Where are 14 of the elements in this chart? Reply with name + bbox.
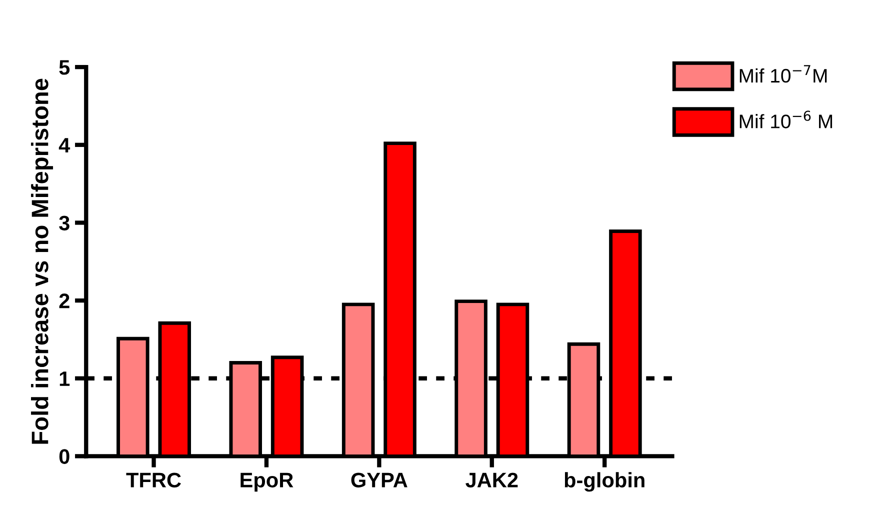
x-tick-label: b-globin xyxy=(564,472,644,492)
x-tick-label: GYPA xyxy=(351,472,408,488)
legend-label: Mif 10$^{−6}$ M xyxy=(740,110,832,128)
y-tick-label: 1 xyxy=(60,372,70,386)
y-axis-title: Fold increase vs no Mifepristone xyxy=(31,78,54,444)
y-tick-label: 2 xyxy=(59,294,70,308)
y-tick-label: 0 xyxy=(59,449,70,464)
y-tick-label: 3 xyxy=(59,216,70,230)
x-tick-label: EpoR xyxy=(240,472,294,492)
legend-label: Mif 10$^{−7}$M xyxy=(740,65,827,83)
y-tick-label: 4 xyxy=(58,138,70,152)
y-tick-label: 5 xyxy=(59,60,70,75)
x-tick-label: JAK2 xyxy=(466,472,518,488)
x-tick-label: TFRC xyxy=(126,472,181,488)
